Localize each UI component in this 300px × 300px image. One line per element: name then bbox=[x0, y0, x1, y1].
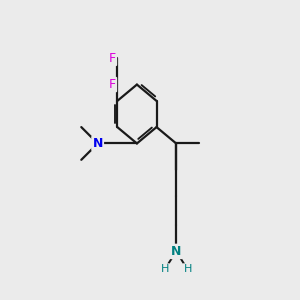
Text: H: H bbox=[183, 264, 192, 274]
Text: F: F bbox=[109, 78, 116, 91]
Text: N: N bbox=[171, 245, 181, 258]
Text: N: N bbox=[92, 137, 103, 150]
Text: F: F bbox=[109, 52, 116, 65]
Text: H: H bbox=[160, 264, 169, 274]
